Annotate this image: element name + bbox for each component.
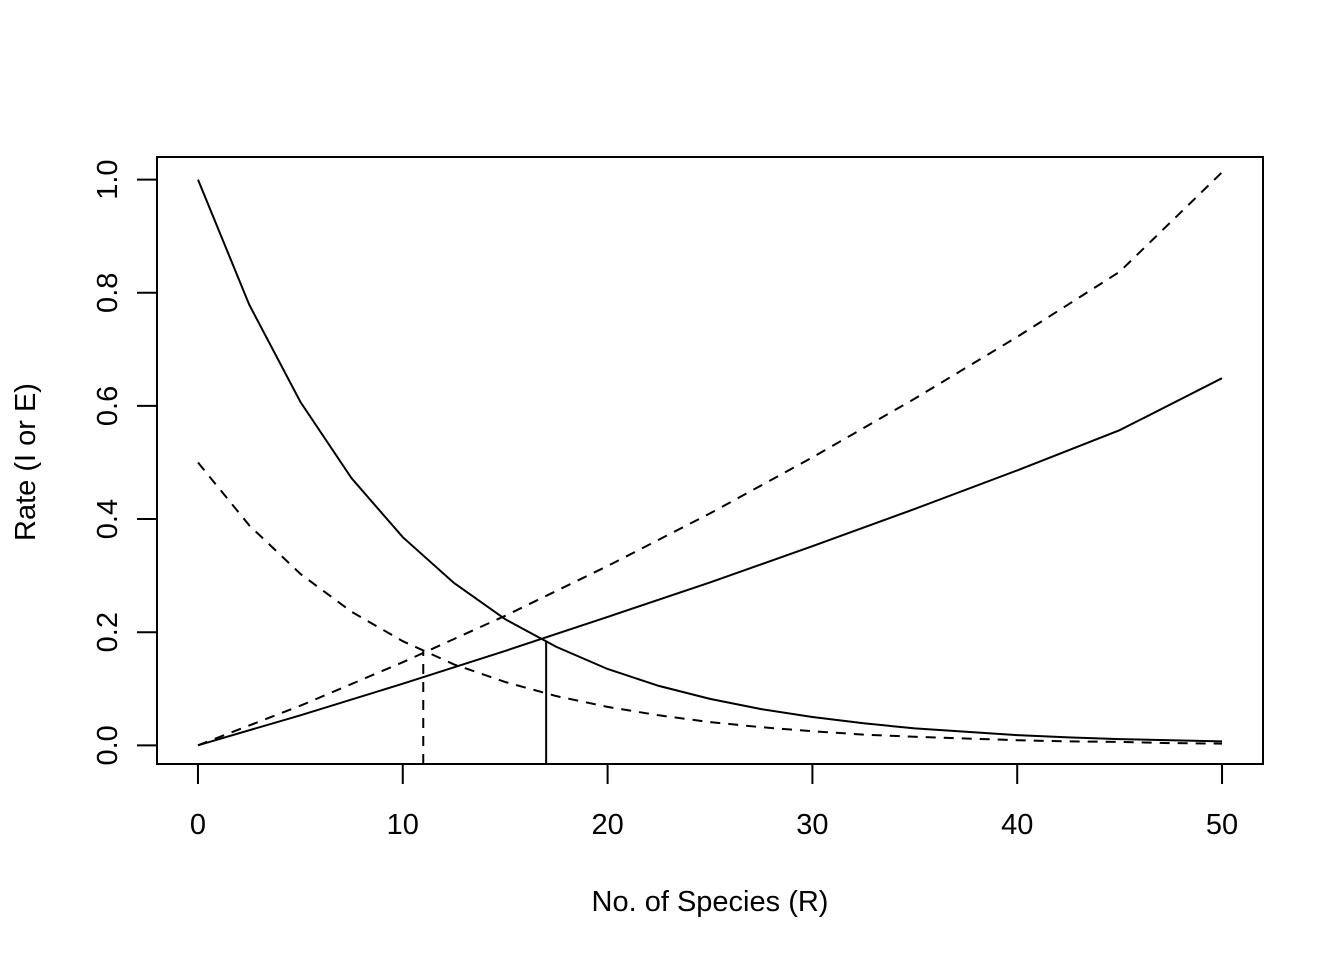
series-layer (197, 171, 1223, 747)
y-tick-label: 0.6 (92, 386, 124, 426)
y-tick-label: 0.8 (92, 273, 124, 313)
y-tick-label: 1.0 (92, 159, 124, 199)
series-line-3 (197, 377, 1223, 747)
x-tick-label: 0 (190, 809, 206, 841)
x-tick-label: 10 (387, 809, 419, 841)
y-tick-label: 0.4 (92, 499, 124, 539)
x-axis: 0 10 20 30 40 50 (190, 763, 1238, 841)
series-line-1 (197, 179, 1223, 743)
x-tick-label: 30 (796, 809, 828, 841)
plot-frame (156, 156, 1264, 765)
y-axis: 0.0 0.2 0.4 0.6 0.8 1.0 (92, 159, 158, 765)
equilibrium-layer (422, 640, 548, 764)
x-tick-label: 50 (1206, 809, 1238, 841)
y-tick-label: 0.2 (92, 612, 124, 652)
x-axis-title: No. of Species (R) (592, 886, 829, 918)
y-axis-title: Rate (I or E) (10, 383, 42, 541)
series-line-2 (197, 461, 1223, 745)
series-line-4 (197, 171, 1223, 747)
x-tick-label: 40 (1001, 809, 1033, 841)
y-tick-label: 0.0 (92, 725, 124, 765)
x-tick-label: 20 (591, 809, 623, 841)
